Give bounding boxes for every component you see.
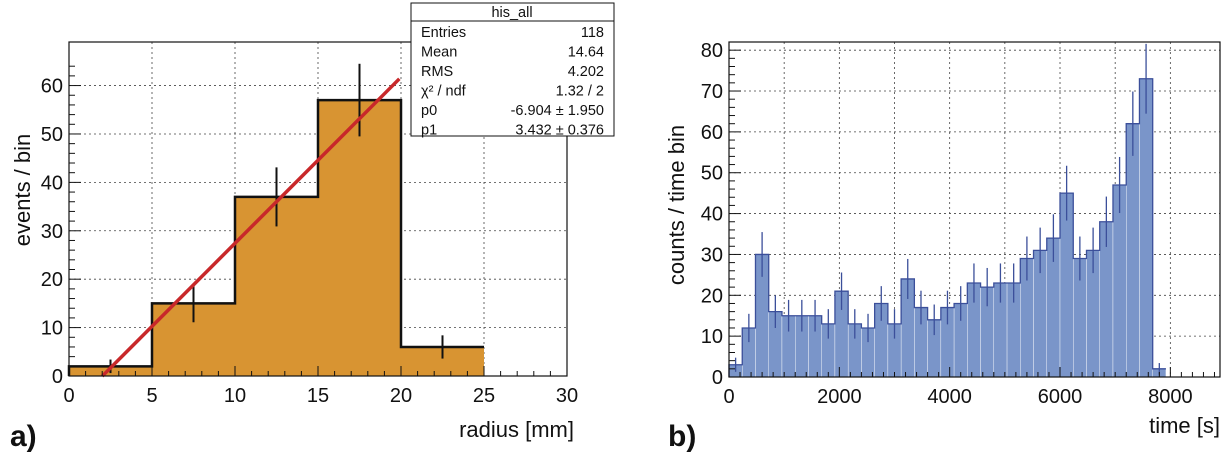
stats-box-frame bbox=[410, 2, 615, 137]
b-y-tick-label: 80 bbox=[701, 40, 723, 62]
a-x-tick-label: 0 bbox=[63, 385, 74, 407]
b-x-tick-label: 6000 bbox=[1038, 386, 1083, 408]
stats-row-label: p0 bbox=[421, 103, 437, 119]
stats-box: his_all Entries 118 Mean 14.64 RMS 4.202 χ² / … bbox=[410, 2, 615, 139]
stats-row-label: RMS bbox=[421, 64, 453, 80]
panel-b-frame bbox=[728, 41, 1221, 378]
b-x-tick-label: 0 bbox=[723, 386, 734, 408]
a-y-tick-label: 10 bbox=[41, 318, 63, 340]
b-y-tick-label: 10 bbox=[701, 326, 723, 348]
stats-row-label: χ² / ndf bbox=[421, 84, 467, 100]
stats-box-title: his_all bbox=[491, 5, 532, 21]
stats-row-label: Mean bbox=[421, 45, 457, 61]
stats-row-value: 4.202 bbox=[568, 64, 604, 80]
stats-row-value: 3.432 ± 0.376 bbox=[515, 123, 604, 139]
a-y-tick-label: 60 bbox=[41, 76, 63, 98]
panel-a-bars bbox=[67, 98, 484, 376]
panel-a-ticks bbox=[68, 65, 568, 377]
b-x-tick-label: 8000 bbox=[1148, 386, 1193, 408]
panel-a-label: a) bbox=[10, 420, 37, 453]
a-bar bbox=[318, 100, 401, 376]
b-y-tick-label: 20 bbox=[701, 285, 723, 307]
a-y-tick-label: 30 bbox=[41, 221, 63, 243]
b-bar bbox=[1139, 78, 1153, 378]
panel-b-x-axis-title: time [s] bbox=[1149, 413, 1220, 438]
stats-row-value: -6.904 ± 1.950 bbox=[511, 103, 604, 119]
panel-b-histogram: 0 2000 4000 6000 8000 0 10 20 30 40 50 60 70 80 time… bbox=[664, 40, 1221, 453]
b-y-tick-label: 60 bbox=[701, 122, 723, 144]
a-x-tick-label: 30 bbox=[556, 385, 578, 407]
a-y-tick-label: 20 bbox=[41, 269, 63, 291]
stats-row-label: Entries bbox=[421, 25, 466, 41]
panel-a-y-axis-title: events / bin bbox=[10, 134, 35, 247]
panel-b-bars bbox=[728, 78, 1167, 378]
panel-b-error-bars bbox=[734, 43, 1160, 375]
b-y-tick-label: 50 bbox=[701, 163, 723, 185]
b-bar bbox=[1126, 123, 1140, 378]
panel-a-histogram: 0 5 10 15 20 25 30 0 10 20 30 40 50 60 radius [mm] e… bbox=[10, 2, 615, 453]
a-y-tick-label: 40 bbox=[41, 172, 63, 194]
panel-b-x-tick-labels: 0 2000 4000 6000 8000 bbox=[723, 386, 1192, 408]
b-bar bbox=[1059, 192, 1074, 378]
panel-b-y-tick-labels: 0 10 20 30 40 50 60 70 80 bbox=[701, 40, 723, 389]
b-y-tick-label: 70 bbox=[701, 81, 723, 103]
a-bar bbox=[235, 196, 318, 376]
a-x-tick-label: 25 bbox=[473, 385, 495, 407]
panel-b-ticks bbox=[728, 49, 1215, 378]
panel-b-y-axis-title: counts / time bin bbox=[664, 125, 689, 285]
b-y-tick-label: 30 bbox=[701, 244, 723, 266]
b-y-tick-label: 0 bbox=[712, 367, 723, 389]
a-x-tick-label: 15 bbox=[307, 385, 329, 407]
a-y-tick-label: 50 bbox=[41, 124, 63, 146]
b-y-tick-label: 40 bbox=[701, 204, 723, 226]
panel-a-y-tick-labels: 0 10 20 30 40 50 60 bbox=[41, 76, 63, 388]
stats-box-rows: Entries 118 Mean 14.64 RMS 4.202 χ² / ndf 1.32 … bbox=[421, 25, 604, 139]
b-x-tick-label: 2000 bbox=[817, 386, 862, 408]
b-x-tick-label: 4000 bbox=[927, 386, 972, 408]
a-x-tick-label: 20 bbox=[390, 385, 412, 407]
panel-b-label: b) bbox=[668, 420, 696, 453]
b-bar bbox=[1112, 184, 1127, 378]
a-y-tick-label: 0 bbox=[52, 366, 63, 388]
stats-row-value: 118 bbox=[581, 25, 604, 41]
panel-a-fit-line bbox=[100, 77, 401, 378]
panel-a-x-axis-title: radius [mm] bbox=[459, 417, 574, 442]
stats-row-value: 1.32 / 2 bbox=[556, 84, 604, 100]
a-x-tick-label: 10 bbox=[224, 385, 246, 407]
stats-row-label: p1 bbox=[421, 123, 437, 139]
a-bar-outline bbox=[67, 98, 484, 376]
a-x-tick-label: 5 bbox=[146, 385, 157, 407]
panel-a-error-bars bbox=[109, 63, 444, 374]
stats-row-value: 14.64 bbox=[568, 45, 604, 61]
panel-a-x-tick-labels: 0 5 10 15 20 25 30 bbox=[63, 385, 578, 407]
